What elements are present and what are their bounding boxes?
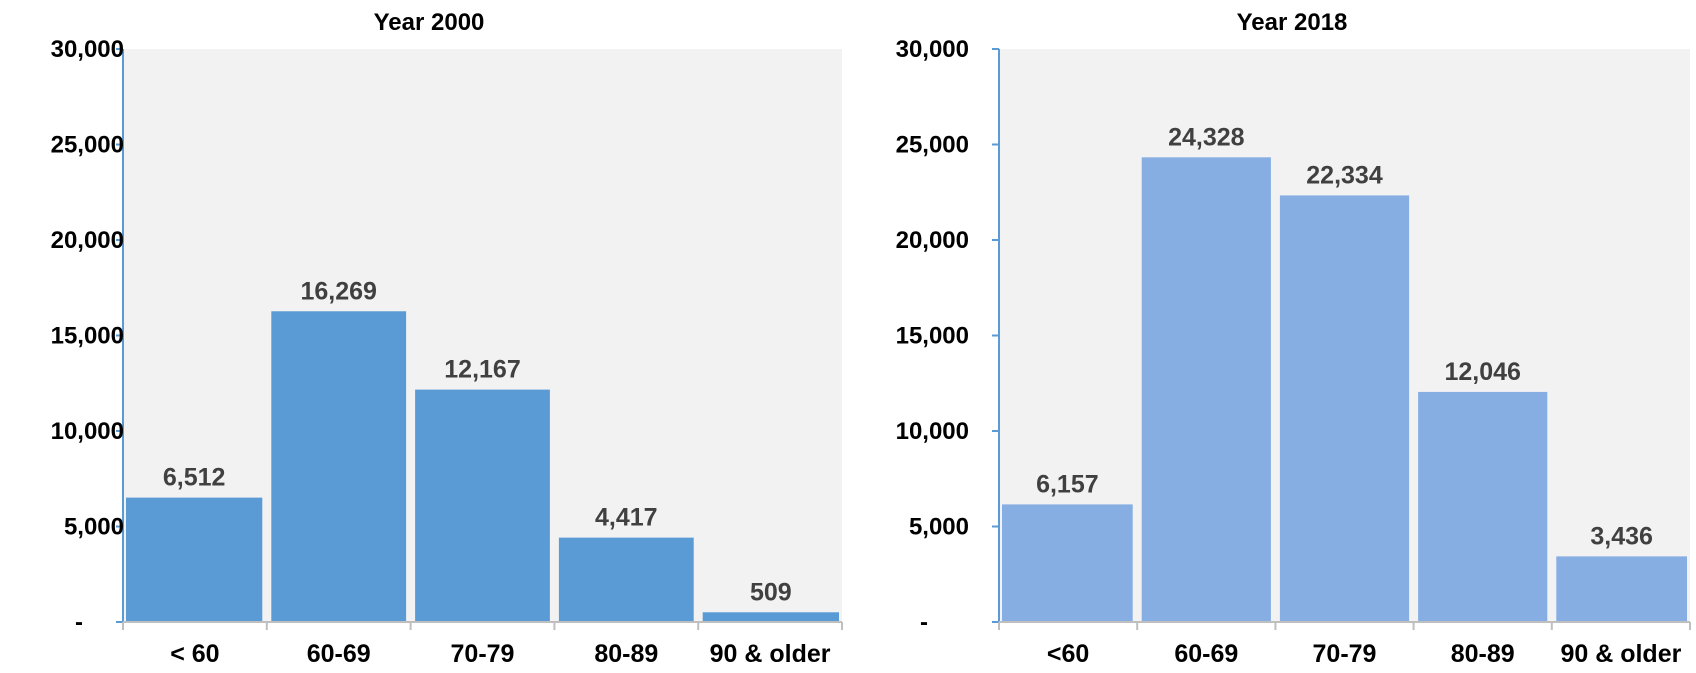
y-tick-label: 5,000 xyxy=(909,514,969,541)
data-label: 12,046 xyxy=(1444,358,1520,386)
data-label: 22,334 xyxy=(1306,161,1383,189)
bar xyxy=(126,497,263,622)
y-tick-label: 10,000 xyxy=(896,418,969,445)
data-label: 12,167 xyxy=(444,356,520,384)
data-label: 4,417 xyxy=(595,504,658,532)
y-tick-label: 30,000 xyxy=(51,36,124,63)
y-tick-label: - xyxy=(920,609,928,636)
y-tick-label: 15,000 xyxy=(51,323,124,350)
x-tick-label: 70-79 xyxy=(451,640,515,668)
x-tick-label: 90 & older xyxy=(710,640,831,668)
x-tick-label: 70-79 xyxy=(1313,640,1377,668)
bar xyxy=(1418,391,1548,622)
x-tick-label: 80-89 xyxy=(594,640,658,668)
y-tick-label: 20,000 xyxy=(51,227,124,254)
data-label: 16,269 xyxy=(300,277,376,305)
bar xyxy=(558,537,694,622)
y-tick-label: 25,000 xyxy=(51,132,124,159)
bar xyxy=(415,389,550,622)
chart-title: Year 2000 xyxy=(374,9,485,36)
data-label: 509 xyxy=(750,578,792,606)
bar xyxy=(702,612,839,622)
data-label: 6,157 xyxy=(1036,470,1099,498)
x-tick-label: <60 xyxy=(1047,640,1089,668)
y-tick-label: 30,000 xyxy=(896,36,969,63)
chart-title: Year 2018 xyxy=(1237,9,1348,36)
bar xyxy=(1141,157,1271,622)
bar xyxy=(271,311,407,622)
y-tick-label: 20,000 xyxy=(896,227,969,254)
bar xyxy=(1556,556,1687,622)
x-tick-label: 90 & older xyxy=(1560,640,1681,668)
y-tick-label: 15,000 xyxy=(896,323,969,350)
data-label: 6,512 xyxy=(163,464,226,492)
bar xyxy=(1002,504,1133,622)
data-label: 24,328 xyxy=(1168,123,1245,151)
x-tick-label: 60-69 xyxy=(307,640,371,668)
x-tick-label: 80-89 xyxy=(1451,640,1515,668)
y-tick-label: 10,000 xyxy=(51,418,124,445)
chart-panel-year-2000: Year 2000 - 5,000 10,000 15,000 20,000 25,000… xyxy=(51,9,843,668)
y-tick-label: 25,000 xyxy=(896,132,969,159)
y-tick-label: - xyxy=(75,609,83,636)
y-tick-label: 5,000 xyxy=(64,514,124,541)
x-tick-label: 60-69 xyxy=(1174,640,1238,668)
x-tick-label: < 60 xyxy=(170,640,219,668)
chart-panel-year-2018: Year 2018 - 5,000 10,000 15,000 20,000 25,000… xyxy=(896,9,1691,668)
data-label: 3,436 xyxy=(1590,522,1653,550)
bar xyxy=(1279,195,1410,622)
